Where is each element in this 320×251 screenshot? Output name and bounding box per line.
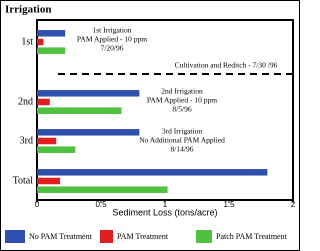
legend-swatch — [100, 230, 113, 243]
annotation: 7/20/96 — [101, 44, 124, 53]
annotation: PAM Applied - 10 ppm — [147, 96, 217, 105]
x-tick-label: 1 — [163, 200, 168, 209]
annotation: Cultivation and Reditch - 7/30 /96 — [175, 61, 278, 70]
chart: Irrigation 1st Irrigation PAM Applied - … — [0, 0, 300, 251]
annotation: 8/5/96 — [172, 105, 191, 114]
legend-label: PAM Treatment — [117, 232, 169, 241]
x-axis-label: Sediment Loss (tons/acre) — [112, 207, 217, 217]
bar — [37, 137, 57, 145]
bar — [37, 107, 122, 114]
legend-swatch — [196, 230, 212, 243]
x-tick-label: 2 — [291, 200, 296, 209]
bar — [37, 30, 66, 37]
annotation: 2nd Irrigation — [161, 87, 203, 96]
bar — [37, 47, 66, 54]
y-tick-label: Total — [13, 175, 34, 186]
x-tick-label: 0 — [35, 200, 40, 209]
bar — [37, 146, 76, 153]
legend-label: No PAM Treatment — [29, 232, 93, 241]
bar — [37, 38, 44, 46]
y-tick-label: 2nd — [18, 96, 33, 107]
annotation: PAM Applied - 10 ppm — [77, 35, 147, 44]
chart-title: Irrigation — [5, 4, 51, 16]
bar — [37, 98, 50, 106]
bar — [37, 186, 168, 193]
y-tick-label: 1st — [21, 36, 33, 47]
legend-label: Patch PAM Treatment — [216, 232, 288, 241]
x-tick-label: 1.5 — [223, 200, 235, 209]
annotation: 3rd Irrigation — [162, 127, 202, 136]
y-tick-label: 3rd — [20, 135, 33, 146]
bar — [37, 169, 268, 176]
annotation: 1st Irrigation — [93, 26, 132, 35]
bar — [37, 177, 61, 185]
bar — [37, 129, 140, 136]
annotation: 8/14/96 — [171, 145, 194, 154]
legend-swatch — [5, 230, 25, 243]
x-tick-label: 0.5 — [95, 200, 107, 209]
annotation: No Additional PAM Applied — [139, 136, 225, 145]
bar — [37, 90, 140, 97]
